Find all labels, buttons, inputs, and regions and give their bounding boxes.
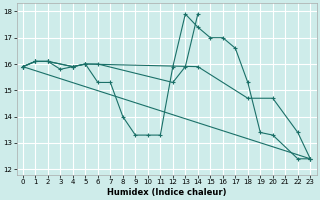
X-axis label: Humidex (Indice chaleur): Humidex (Indice chaleur)	[107, 188, 226, 197]
